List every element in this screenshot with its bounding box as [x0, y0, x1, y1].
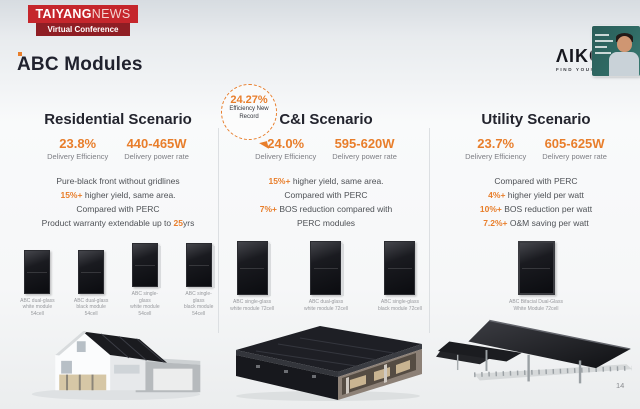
- module-thumbnail: ABC dual-glass white module 72cell: [304, 241, 348, 312]
- module-thumbnail: ABC single-glass black module 72cell: [378, 241, 422, 312]
- module-label: ABC Bifacial Dual-Glass White Module 72ce…: [509, 299, 563, 312]
- module-thumbnail: ABC dual-glass black module 54cell: [73, 249, 109, 318]
- residential-scenario-column: Residential Scenario 23.8% Delivery Effi…: [20, 105, 216, 409]
- feature-line: 15%+ higher yield, same area.: [60, 190, 176, 200]
- residential-stats: 23.8% Delivery Efficiency 440-465W Deliv…: [20, 136, 216, 161]
- taiyangnews-wordmark: TAIYANGNEWS: [28, 5, 138, 23]
- module-label: ABC dual-glass black module 54cell: [73, 297, 109, 317]
- feature-line: 7%+ BOS reduction compared with: [259, 204, 393, 214]
- module-thumbnail: ABC Bifacial Dual-Glass White Module 72ce…: [509, 241, 563, 312]
- title-block: ABC Modules: [17, 48, 143, 76]
- efficiency-record-badge: 24.27% Efficiency New Record: [221, 84, 277, 140]
- residential-module-thumbnails: ABC dual-glass white module 54cell ABC du…: [20, 243, 216, 317]
- ci-scenario-column: C&I Scenario 24.0% Delivery Efficiency 5…: [226, 105, 426, 409]
- utility-solar-farm-illustration: [436, 303, 636, 403]
- module-thumbnail: ABC single-glass black module 54cell: [181, 243, 216, 317]
- stat-delivery-efficiency: 24.0% Delivery Efficiency: [255, 136, 317, 161]
- section-title-residential: Residential Scenario: [44, 111, 192, 128]
- utility-scenario-column: Utility Scenario 23.7% Delivery Efficien…: [436, 105, 636, 409]
- badge-caption-line1: Efficiency New: [229, 106, 269, 112]
- presenter-webcam-video[interactable]: [592, 26, 640, 76]
- ci-stats: 24.0% Delivery Efficiency 595-620W Deliv…: [226, 136, 426, 161]
- feature-line: Compared with PERC: [76, 204, 160, 214]
- commercial-building-illustration: [226, 314, 426, 409]
- module-label: ABC single-glass white module 54cell: [130, 291, 160, 317]
- presenter-shoulders: [609, 52, 639, 76]
- module-label: ABC dual-glass white module 72cell: [304, 299, 348, 312]
- module-label: ABC single-glass black module 72cell: [377, 299, 422, 312]
- feature-line: Compared with PERC: [284, 190, 368, 200]
- solar-panel-image: [384, 241, 416, 295]
- feature-line: 4%+ higher yield per watt: [488, 190, 584, 200]
- webcam-slide-text-line: [595, 40, 613, 42]
- title-bullet-square: [18, 52, 22, 56]
- feature-line: Compared with PERC: [494, 176, 578, 186]
- aiko-wordmark: ΛIKO: [556, 46, 605, 66]
- taiyangnews-logo: TAIYANGNEWS Virtual Conference: [28, 5, 138, 36]
- ci-features: 15%+ higher yield, same area. Compared w…: [226, 176, 426, 229]
- virtual-conference-banner: Virtual Conference: [36, 23, 130, 36]
- module-label: ABC single-glass white module 72cell: [230, 299, 275, 312]
- solar-panel-image: [24, 249, 51, 294]
- module-thumbnail: ABC single-glass white module 54cell: [128, 243, 163, 317]
- feature-line: Pure-black front without gridlines: [56, 176, 180, 186]
- feature-line: PERC modules: [296, 218, 356, 228]
- solar-panel-image: [78, 249, 105, 294]
- stat-delivery-efficiency: 23.7% Delivery Efficiency: [465, 136, 527, 161]
- solar-panel-image: [517, 241, 555, 295]
- stat-delivery-power-rate: 595-620W Delivery power rate: [332, 136, 397, 161]
- badge-value: 24.27%: [230, 94, 268, 106]
- module-label: ABC single-glass black module 54cell: [183, 291, 214, 317]
- feature-line: Product warranty extendable up to 25yrs: [41, 218, 195, 228]
- utility-features: Compared with PERC 4%+ higher yield per …: [436, 176, 636, 229]
- residential-house-illustration: [20, 304, 216, 407]
- column-divider: [429, 128, 430, 333]
- solar-panel-image: [185, 243, 215, 288]
- stat-delivery-power-rate: 440-465W Delivery power rate: [124, 136, 189, 161]
- badge-caption-line2: Record: [239, 113, 259, 120]
- stat-delivery-power-rate: 605-625W Delivery power rate: [542, 136, 607, 161]
- utility-module-thumbnails: ABC Bifacial Dual-Glass White Module 72ce…: [436, 241, 636, 312]
- utility-stats: 23.7% Delivery Efficiency 605-625W Deliv…: [436, 136, 636, 161]
- page-title: ABC Modules: [17, 54, 143, 75]
- feature-line: 15%+ higher yield, same area.: [268, 176, 384, 186]
- aiko-logo: ΛIKO FIND YOUR POWER: [556, 47, 640, 72]
- residential-features: Pure-black front without gridlines 15%+ …: [20, 176, 216, 229]
- logo-text-bold: TAIYANG: [35, 7, 92, 21]
- solar-panel-image: [131, 243, 161, 288]
- solar-panel-image: [236, 241, 271, 296]
- section-title-utility: Utility Scenario: [481, 111, 591, 128]
- aiko-tagline: FIND YOUR POWER: [556, 67, 624, 72]
- page-number: 14: [616, 381, 625, 390]
- webcam-slide-text-line: [595, 52, 611, 54]
- webcam-slide-text-line: [595, 34, 609, 36]
- solar-panel-image: [310, 241, 345, 296]
- module-label: ABC dual-glass white module 54cell: [20, 297, 55, 317]
- section-title-ci: C&I Scenario: [279, 111, 373, 128]
- column-divider: [218, 128, 219, 333]
- feature-line: 7.2%+ O&M saving per watt: [483, 218, 589, 228]
- module-thumbnail: ABC dual-glass white module 54cell: [20, 249, 55, 318]
- logo-text-light: NEWS: [91, 7, 131, 21]
- feature-line: 10%+ BOS reduction per watt: [479, 204, 593, 214]
- presenter-face: [617, 36, 632, 52]
- module-thumbnail: ABC single-glass white module 72cell: [230, 241, 274, 312]
- stat-delivery-efficiency: 23.8% Delivery Efficiency: [47, 136, 109, 161]
- webcam-slide-text-line: [595, 46, 607, 48]
- ci-module-thumbnails: ABC single-glass white module 72cell ABC …: [226, 241, 426, 312]
